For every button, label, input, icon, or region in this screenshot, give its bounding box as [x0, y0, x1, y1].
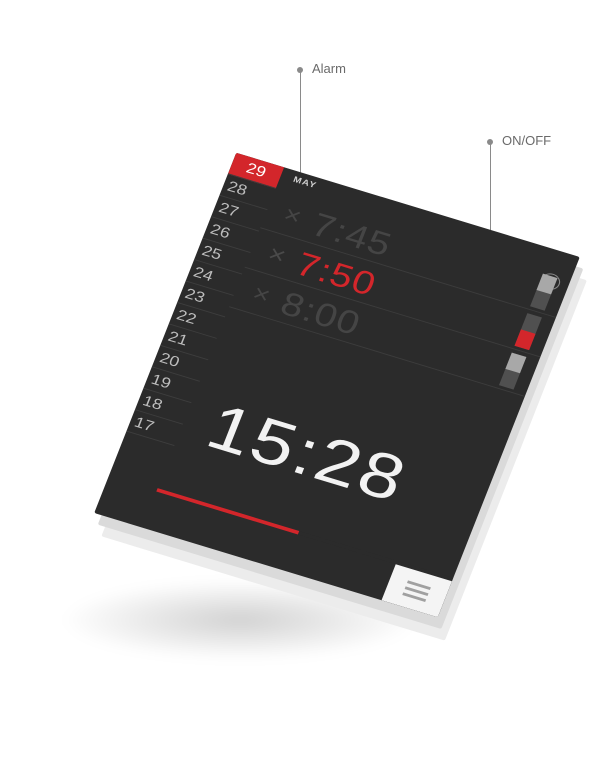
close-icon[interactable]: ×	[264, 239, 291, 270]
current-time: 15:28	[197, 390, 418, 516]
alarm-toggle[interactable]	[498, 352, 527, 390]
toggle-knob	[536, 273, 558, 295]
month-label: MAY	[291, 174, 319, 191]
alarm-list: × 7:45 × 7:50 × 8:00	[229, 153, 580, 397]
alarm-toggle[interactable]	[514, 313, 542, 351]
alarm-callout-label: Alarm	[312, 61, 346, 76]
onoff-callout-label: ON/OFF	[502, 133, 552, 148]
close-icon[interactable]: ×	[279, 199, 306, 231]
toggle-knob	[514, 329, 536, 351]
toggle-knob	[505, 352, 527, 374]
close-icon[interactable]: ×	[248, 278, 275, 310]
progress-fill	[156, 488, 300, 535]
alarm-toggle[interactable]	[530, 273, 558, 311]
